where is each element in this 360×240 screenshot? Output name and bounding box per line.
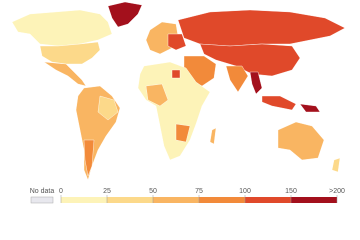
legend-swatch	[291, 197, 337, 203]
legend-swatch	[199, 197, 245, 203]
legend-swatch	[153, 197, 199, 203]
no-data-swatch	[30, 196, 54, 204]
country	[177, 9, 346, 47]
country	[299, 103, 321, 113]
country	[145, 83, 169, 107]
legend-swatch	[245, 197, 291, 203]
country	[167, 33, 187, 51]
country	[11, 9, 113, 47]
legend-tick-label: 75	[195, 188, 203, 195]
country	[209, 127, 217, 145]
country	[261, 95, 297, 111]
country	[171, 69, 181, 79]
legend-tick-label: >200	[329, 188, 345, 195]
country	[97, 95, 119, 121]
country	[83, 139, 95, 177]
country	[277, 121, 325, 161]
legend: No data 0 25 50 75 100 150 >200	[30, 188, 345, 204]
legend-tick-label: 50	[149, 188, 157, 195]
country	[331, 157, 341, 173]
country	[225, 65, 249, 93]
legend-tick-label: 100	[239, 188, 251, 195]
country	[107, 1, 143, 28]
country	[43, 61, 87, 87]
legend-swatch	[61, 197, 107, 203]
country	[199, 43, 301, 77]
country	[39, 41, 101, 65]
country	[175, 123, 191, 143]
country	[249, 71, 263, 95]
legend-tick-label: 150	[285, 188, 297, 195]
world-map	[11, 1, 346, 181]
map: No data 0 25 50 75 100 150 >200	[11, 1, 346, 204]
no-data-label: No data	[30, 188, 55, 195]
legend-swatch	[107, 197, 153, 203]
legend-tick-label: 0	[59, 188, 63, 195]
legend-tick-label: 25	[103, 188, 111, 195]
